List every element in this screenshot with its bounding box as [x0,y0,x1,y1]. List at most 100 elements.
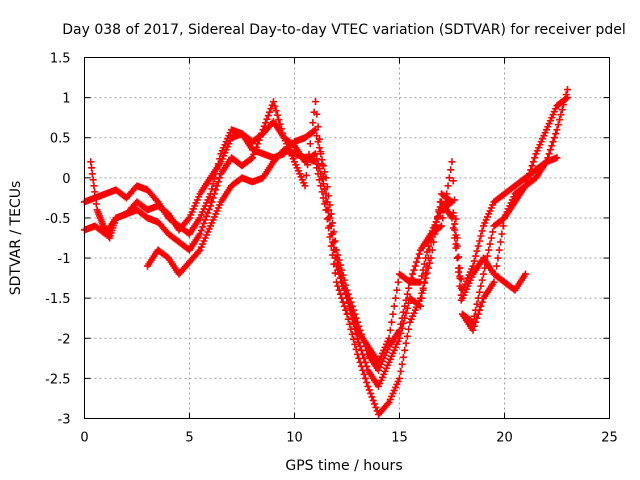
data-point [92,194,100,202]
data-point [441,198,449,206]
data-point [455,268,463,276]
data-point [399,353,407,361]
chart-title: Day 038 of 2017, Sidereal Day-to-day VTE… [62,22,626,38]
data-point [494,254,502,262]
y-tick-label: -0.5 [45,212,70,227]
data-point [482,258,490,266]
data-point [348,310,356,318]
data-point [558,106,566,114]
data-point [445,174,453,182]
data-point [453,234,461,242]
data-point [453,254,461,262]
data-point [529,158,537,166]
data-point [428,246,436,254]
data-point [271,102,279,110]
data-point [208,198,216,206]
data-point [200,219,208,227]
data-point [273,111,281,119]
data-point [417,278,424,286]
data-point [267,105,275,113]
data-point [91,188,99,196]
data-point [402,339,410,347]
data-point [470,257,478,265]
data-point [326,222,334,230]
data-point [495,246,503,254]
data-point [342,290,350,298]
data-point [472,318,480,326]
data-point [409,270,417,278]
data-point [195,248,203,256]
data-point [270,98,277,106]
data-point [359,366,367,374]
series-track-2 [81,86,571,374]
data-point [415,250,423,258]
data-point [451,196,459,204]
data-point [386,326,394,334]
data-point [272,107,280,115]
x-tick-label: 0 [80,431,88,446]
data-point [402,296,410,304]
data-point [476,237,484,245]
data-point [331,254,339,262]
y-tick-label: -3 [58,413,71,428]
data-point [440,206,448,214]
data-point [279,129,287,137]
data-point [88,164,96,172]
data-point [212,186,220,194]
data-point [480,270,487,278]
data-point [308,129,316,137]
data-point [388,318,396,326]
data-point [396,374,403,382]
data-point [304,161,312,169]
data-point [403,332,411,340]
data-point [369,396,377,404]
data-point [88,170,96,178]
data-point [564,86,571,94]
data-point [443,190,451,198]
data-point [451,226,459,234]
data-point [205,205,213,213]
data-point [451,220,459,228]
data-point [263,115,271,123]
data-point [259,126,267,134]
data-points [81,86,571,418]
data-point [477,302,485,310]
data-point [548,142,556,150]
data-point [417,294,424,302]
data-point [352,345,360,353]
data-point [545,150,553,158]
data-point [420,279,428,287]
data-point [327,242,335,250]
data-point [315,144,323,152]
data-point [401,302,409,310]
data-point [413,258,421,266]
x-tick-labels: 0 5 10 15 20 25 [80,431,617,446]
data-point [354,350,361,358]
data-point [346,302,354,310]
data-point [499,222,507,230]
data-point [427,254,435,262]
data-point [550,134,558,142]
data-point [398,360,406,368]
x-tick-label: 5 [185,431,193,446]
data-point [322,198,330,206]
data-point [360,370,368,378]
data-point [552,130,560,138]
data-point [497,238,505,246]
data-point [557,111,565,119]
data-point [335,270,343,278]
data-point [422,274,430,282]
data-point [473,247,481,255]
data-point [410,266,418,274]
data-point [527,166,535,174]
plot-frame [84,57,610,419]
data-point [528,162,536,170]
data-point [553,126,561,134]
y-tick-labels: -3 -2.5 -2 -1.5 -1 -0.5 0 0.5 1 1.5 [45,52,70,428]
data-point [439,214,447,222]
data-point [251,147,259,155]
data-point [418,289,426,297]
y-tick-label: -2.5 [45,372,70,387]
data-point [399,308,407,316]
data-point [403,290,411,298]
